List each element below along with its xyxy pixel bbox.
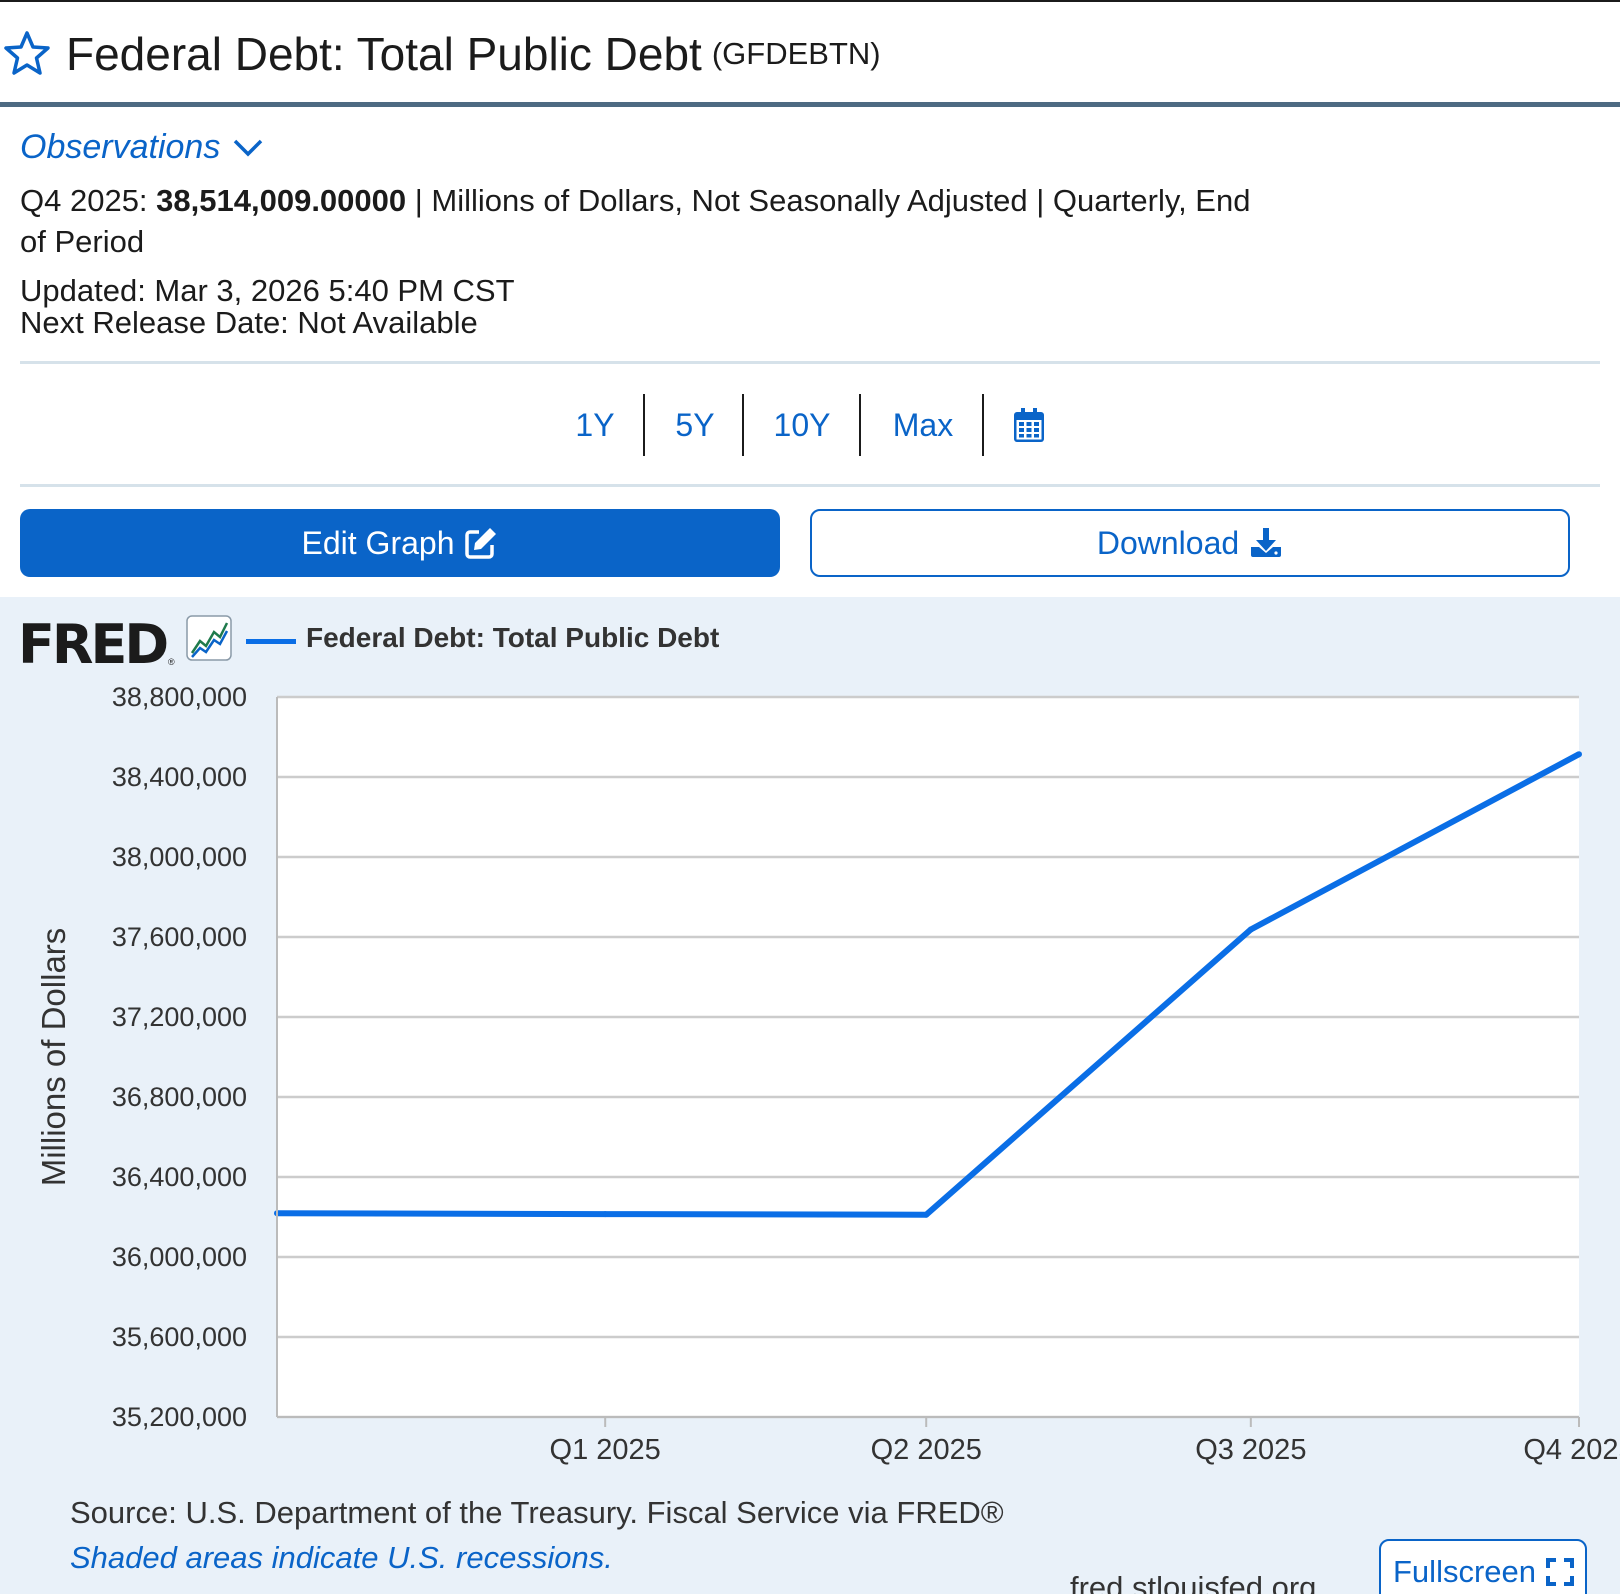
download-icon (1251, 528, 1282, 557)
data-point[interactable] (923, 1211, 930, 1218)
calendar-icon[interactable] (1014, 408, 1044, 442)
range-selector: 1Y 5Y 10Y Max (0, 394, 1620, 456)
fred-logo: FRED (18, 613, 169, 676)
y-tick-label: 36,400,000 (112, 1162, 247, 1192)
plot-area (277, 697, 1579, 1417)
line-chart: 35,200,000 35,600,000 36,000,000 36,400,000… (35, 682, 1620, 1466)
y-tick-label: 37,200,000 (112, 1002, 247, 1032)
download-button[interactable]: Download (810, 509, 1570, 577)
range-5y-button[interactable]: 5Y (675, 407, 715, 443)
fullscreen-icon (1546, 1558, 1574, 1586)
range-1y-button[interactable]: 1Y (575, 407, 615, 443)
y-tick-label: 38,400,000 (112, 762, 247, 792)
edit-graph-label: Edit Graph (301, 524, 455, 561)
download-label: Download (1096, 524, 1240, 561)
y-tick-label: 38,000,000 (112, 842, 247, 872)
star-icon[interactable] (2, 29, 52, 79)
x-tick-label: Q3 2025 (1195, 1434, 1306, 1466)
y-axis-label: Millions of Dollars (35, 928, 72, 1187)
observation-value: 38,514,009.00000 (156, 183, 407, 218)
range-separator (982, 394, 984, 456)
data-point[interactable] (602, 1211, 609, 1218)
divider (20, 484, 1600, 487)
top-rule (0, 0, 1620, 2)
observations-toggle[interactable]: Observations (20, 128, 264, 167)
y-tick-label: 36,800,000 (112, 1082, 247, 1112)
x-tick-label: Q1 2025 (550, 1434, 661, 1466)
fullscreen-button[interactable]: Fullscreen (1379, 1539, 1587, 1594)
range-separator (643, 394, 645, 456)
next-release-text: Next Release Date: Not Available (20, 305, 478, 340)
range-separator (742, 394, 744, 456)
observation-summary: Q4 2025: 38,514,009.00000 | Millions of … (20, 180, 1260, 262)
series-title: Federal Debt: Total Public Debt (66, 28, 702, 80)
updated-text: Updated: Mar 3, 2026 5:40 PM CST (20, 273, 515, 308)
edit-icon (465, 528, 497, 559)
line-graph-icon (186, 615, 232, 661)
x-tick-label: Q4 2025 (1523, 1434, 1620, 1466)
graph-panel: FRED ® Federal Debt: Total Public Debt 3… (0, 597, 1620, 1594)
legend-label: Federal Debt: Total Public Debt (306, 622, 720, 653)
x-tick-label: Q2 2025 (871, 1434, 982, 1466)
range-max-button[interactable]: Max (892, 407, 954, 443)
title-underline (0, 102, 1620, 107)
series-id: (GFDEBTN) (711, 36, 881, 71)
observation-details: | Millions of Dollars, Not Seasonally Ad… (20, 183, 1251, 259)
observation-period: Q4 2025: (20, 183, 148, 218)
range-10y-button[interactable]: 10Y (773, 407, 831, 443)
site-url: fred.stlouisfed.org (1070, 1570, 1317, 1594)
chevron-down-icon (234, 139, 263, 156)
data-point[interactable] (1576, 751, 1582, 758)
y-tick-label: 35,200,000 (112, 1402, 247, 1432)
data-point[interactable] (1247, 926, 1254, 933)
y-tick-label: 38,800,000 (112, 682, 247, 712)
y-tick-label: 37,600,000 (112, 922, 247, 952)
observations-label: Observations (20, 128, 221, 166)
fred-logo-registered: ® (168, 657, 175, 667)
range-separator (859, 394, 861, 456)
y-tick-label: 36,000,000 (112, 1242, 247, 1272)
shaded-areas-link[interactable]: Shaded areas indicate U.S. recessions. (70, 1540, 613, 1575)
y-tick-label: 35,600,000 (112, 1322, 247, 1352)
legend-line-swatch (246, 639, 296, 644)
divider (20, 361, 1600, 364)
fullscreen-label: Fullscreen (1393, 1554, 1536, 1589)
edit-graph-button[interactable]: Edit Graph (20, 509, 780, 577)
title-row: Federal Debt: Total Public Debt (GFDEBTN… (0, 24, 881, 84)
source-note: Source: U.S. Department of the Treasury.… (70, 1495, 1004, 1530)
